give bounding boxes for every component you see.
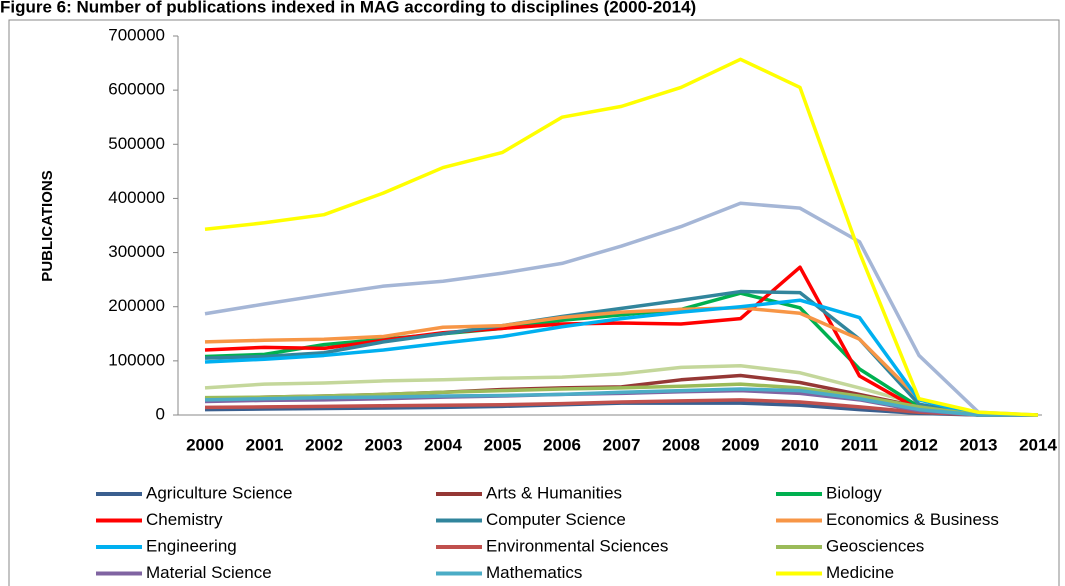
legend-label: Mathematics bbox=[486, 563, 582, 582]
legend-label: Environmental Sciences bbox=[486, 536, 668, 555]
x-tick-label: 2013 bbox=[960, 435, 998, 454]
x-tick-label: 2001 bbox=[246, 435, 284, 454]
y-tick-label: 400000 bbox=[108, 188, 165, 207]
series-line bbox=[204, 387, 1038, 417]
series-line bbox=[204, 265, 1038, 417]
series-line bbox=[204, 398, 1038, 417]
x-tick-label: 2008 bbox=[662, 435, 700, 454]
y-tick-label: 300000 bbox=[108, 242, 165, 261]
y-tick-label: 0 bbox=[156, 404, 165, 423]
x-tick-label: 2012 bbox=[900, 435, 938, 454]
legend-label: Biology bbox=[826, 483, 882, 502]
legend-label: Agriculture Science bbox=[146, 483, 292, 502]
x-tick-label: 2011 bbox=[841, 435, 878, 454]
x-tick-label: 2006 bbox=[543, 435, 581, 454]
series-line bbox=[204, 382, 1038, 417]
series-line bbox=[204, 289, 1038, 417]
series-line bbox=[204, 291, 1038, 417]
y-tick-label: 700000 bbox=[108, 25, 165, 44]
x-tick-label: 2007 bbox=[603, 435, 641, 454]
legend-label: Material Science bbox=[146, 563, 272, 582]
legend-label: Computer Science bbox=[486, 510, 626, 529]
x-tick-label: 2004 bbox=[424, 435, 462, 454]
x-tick-label: 2005 bbox=[484, 435, 522, 454]
x-tick-label: 2010 bbox=[781, 435, 819, 454]
series-line bbox=[204, 57, 1039, 417]
y-axis-label: PUBLICATIONS bbox=[39, 170, 56, 281]
series-line bbox=[204, 298, 1038, 417]
series-line bbox=[204, 201, 1039, 417]
chart-frame bbox=[8, 19, 1060, 586]
y-tick-label: 600000 bbox=[108, 80, 165, 99]
legend-label: Economics & Business bbox=[826, 510, 999, 529]
chart-title: Figure 6: Number of publications indexed… bbox=[0, 0, 696, 16]
x-tick-label: 2000 bbox=[186, 435, 224, 454]
y-tick-label: 200000 bbox=[108, 296, 165, 315]
x-tick-label: 2009 bbox=[722, 435, 760, 454]
x-tick-label: 2002 bbox=[305, 435, 343, 454]
x-tick-label: 2003 bbox=[365, 435, 403, 454]
legend-label: Arts & Humanities bbox=[486, 483, 622, 502]
y-tick-label: 500000 bbox=[108, 134, 165, 153]
series-line bbox=[204, 306, 1038, 417]
legend-label: Medicine bbox=[826, 563, 894, 582]
legend-label: Geosciences bbox=[826, 536, 924, 555]
x-tick-label: 2014 bbox=[1019, 435, 1057, 454]
y-tick-label: 100000 bbox=[108, 350, 165, 369]
legend-label: Chemistry bbox=[146, 510, 223, 529]
legend-label: Engineering bbox=[146, 536, 237, 555]
